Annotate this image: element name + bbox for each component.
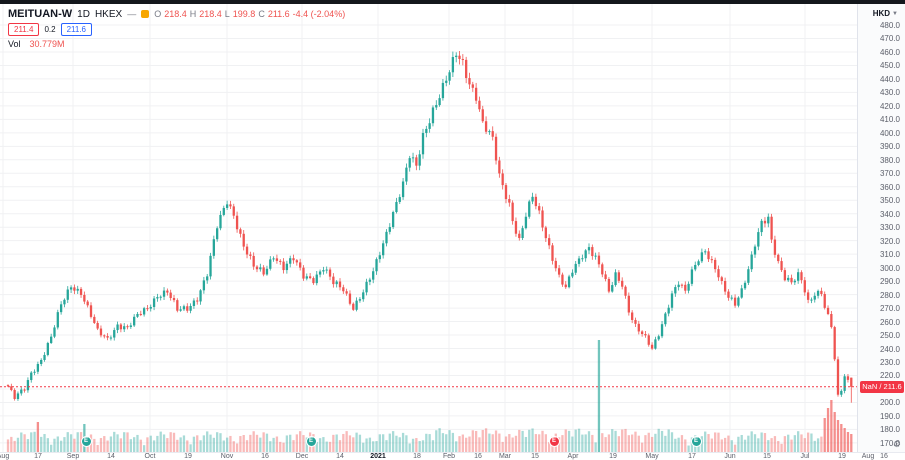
time-axis-label: 19 — [184, 453, 192, 460]
price-axis-label: 280.0 — [879, 290, 900, 300]
exchange-label[interactable]: HKEX — [94, 8, 123, 20]
price-axis-label: 180.0 — [879, 425, 900, 435]
time-axis-label: 2021 — [370, 453, 386, 460]
price-axis-label: 360.0 — [879, 182, 900, 192]
time-axis-label: 19 — [838, 453, 846, 460]
price-axis-label: 230.0 — [879, 358, 900, 367]
interval-label[interactable]: 1D — [77, 8, 90, 20]
price-axis-label: 470.0 — [879, 34, 900, 44]
earnings-marker-icon[interactable]: E — [548, 436, 560, 447]
price-axis-label: 480.0 — [879, 21, 900, 30]
price-axis-label: 290.0 — [879, 277, 900, 287]
volume-indicator-label[interactable]: Vol — [8, 39, 21, 49]
price-axis-label: 460.0 — [879, 47, 900, 57]
time-axis-label: Nov — [220, 453, 234, 460]
time-axis-label: 17 — [688, 453, 696, 460]
time-axis-label: Mar — [498, 453, 512, 460]
price-axis-label: 260.0 — [879, 317, 900, 327]
time-axis-label: Dec — [295, 453, 309, 460]
price-axis-label: 370.0 — [879, 169, 900, 179]
buy-button[interactable]: 211.6 — [60, 23, 92, 36]
time-axis-label: Sep — [66, 453, 80, 460]
price-axis-label: 450.0 — [879, 61, 900, 71]
time-axis-label: 16 — [261, 453, 269, 460]
price-axis-label: 320.0 — [879, 236, 900, 246]
price-scale[interactable]: HKD ▼ NaN / 211.6 ⚙ 480.0 470.0 460.0 450.0… — [857, 4, 905, 452]
spread-label: 0.2 — [44, 25, 56, 34]
price-axis-label: 330.0 — [879, 223, 900, 233]
price-axis-label: 240.0 — [879, 344, 900, 354]
price-axis-label: 300.0 — [879, 263, 900, 273]
last-price-label: NaN / 211.6 — [860, 380, 904, 393]
settings-gear-icon[interactable]: ⚙ — [892, 439, 901, 449]
price-axis-label: 170.0 — [879, 438, 900, 448]
earnings-marker-icon[interactable]: E — [80, 436, 92, 447]
price-axis-label: 350.0 — [879, 196, 900, 206]
market-status-icon — [141, 10, 150, 18]
price-scale-currency[interactable]: HKD ▼ — [872, 9, 898, 18]
price-axis-label: 270.0 — [879, 304, 900, 314]
price-axis-label: 190.0 — [879, 411, 900, 421]
time-axis-label: Aug — [861, 453, 875, 460]
time-axis-label: 15 — [763, 453, 771, 460]
time-axis-label: May — [645, 453, 659, 460]
time-axis-label: 17 — [34, 453, 42, 460]
time-axis-label: 19 — [609, 453, 617, 460]
time-axis-label: Feb — [442, 453, 456, 460]
time-axis-label: Apr — [567, 453, 579, 460]
candlestick-chart — [0, 4, 857, 452]
time-axis-label: 16 — [474, 453, 482, 460]
earnings-marker-icon[interactable]: E — [305, 436, 317, 447]
high-value: 218.4 — [199, 9, 222, 19]
sell-button[interactable]: 211.4 — [8, 23, 40, 36]
time-axis-label: Jun — [724, 453, 736, 460]
price-axis-label: 440.0 — [879, 74, 900, 84]
low-value: 199.8 — [232, 9, 256, 19]
symbol-name[interactable]: MEITUAN-W — [8, 8, 73, 20]
price-axis-label: 390.0 — [879, 142, 900, 152]
chart-canvas[interactable] — [0, 4, 857, 452]
time-axis-label: Aug — [0, 453, 10, 460]
time-scale[interactable]: Aug 17 Sep 14 Oct 19 Nov 16 Dec 14 2021 18 Feb 16 Mar 1… — [0, 452, 905, 460]
price-axis-label: 420.0 — [879, 101, 900, 111]
price-axis-label: 220.0 — [879, 371, 900, 381]
close-value: 211.6 — [267, 9, 290, 19]
volume-value: 30.779M — [29, 39, 65, 49]
time-axis-label: 18 — [413, 453, 421, 460]
chart-legend: MEITUAN-W 1D HKEX — O 218.4 H 218.4 L 199.8… — [8, 8, 345, 52]
time-axis-label: Oct — [144, 453, 156, 460]
price-axis-label: 310.0 — [879, 250, 900, 260]
price-axis-label: 340.0 — [879, 209, 900, 219]
time-axis-label: Jul — [800, 453, 810, 460]
time-axis-label: 14 — [336, 453, 344, 460]
price-axis-label: 380.0 — [879, 155, 900, 165]
price-axis-label: 410.0 — [879, 115, 900, 125]
separator: — — [127, 9, 137, 19]
time-axis-label: 15 — [531, 453, 539, 460]
price-axis-label: 430.0 — [879, 88, 900, 98]
price-axis-label: 200.0 — [879, 398, 900, 408]
ohlc-readout: O 218.4 H 218.4 L 199.8 C 211.6 -4.4 (-2.04%… — [154, 9, 346, 19]
price-axis-label: 400.0 — [879, 128, 900, 138]
open-value: 218.4 — [164, 9, 187, 19]
time-axis-label: 16 — [880, 453, 888, 460]
time-axis-label: 14 — [107, 453, 115, 460]
chevron-down-icon: ▼ — [892, 10, 898, 17]
change-value: -4.4 (-2.04%) — [292, 9, 346, 19]
window-top-edge — [0, 0, 905, 4]
price-axis-label: 250.0 — [879, 331, 900, 341]
earnings-marker-icon[interactable]: E — [690, 436, 702, 447]
